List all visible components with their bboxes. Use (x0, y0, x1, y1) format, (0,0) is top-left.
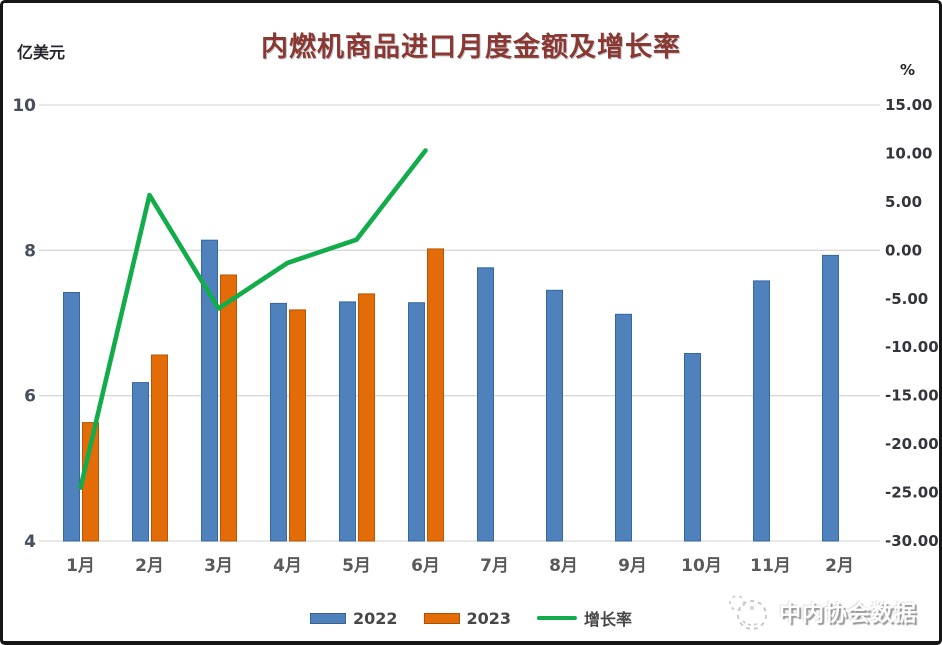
legend: 2022 2023 增长率 (309, 606, 632, 630)
combo-chart-plot: 10 8 6 4 15.00 10.00 5.00 0.00 -5.00 -10.00 -15.00… (12, 96, 939, 576)
y-axis-right-tick: -15.00 (885, 387, 939, 405)
x-axis-tick: 5月 (342, 556, 371, 576)
y-axis-right-tick: 10.00 (885, 144, 932, 162)
x-axis-tick: 1月 (66, 556, 95, 576)
watermark: 中内协会数据 (725, 591, 917, 633)
legend-label-2022: 2022 (352, 608, 398, 628)
x-axis-tick: 11月 (750, 556, 791, 576)
association-logo-icon (728, 595, 767, 630)
bar-2022-5月 (339, 301, 356, 542)
bar-2022-3月 (201, 239, 218, 542)
x-axis-tick: 10月 (681, 556, 722, 576)
bar-2023-2月 (151, 354, 168, 542)
y-axis-left-tick: 6 (24, 387, 36, 407)
y-axis-right-tick: -10.00 (885, 338, 939, 356)
chart-title: 内燃机商品进口月度金额及增长率 (261, 32, 681, 63)
bar-2022-11月 (753, 280, 770, 542)
y-axis-right-tick: 15.00 (885, 96, 932, 114)
legend-item-growth-rate: 增长率 (537, 606, 632, 630)
y-axis-right-tick: -25.00 (885, 484, 939, 502)
bar-2023-5月 (358, 293, 375, 542)
y-axis-right-tick: 5.00 (885, 193, 922, 211)
bar-2022-8月 (546, 289, 563, 542)
bar-2022-1月 (63, 292, 80, 542)
bar-2023-4月 (289, 309, 306, 542)
y-axis-right-tick: -30.00 (885, 532, 939, 550)
legend-swatch-2022-bar (309, 612, 346, 624)
bar-2023-6月 (427, 248, 444, 542)
legend-item-2022: 2022 (309, 608, 398, 628)
x-axis-tick: 9月 (618, 556, 647, 576)
watermark-text: 中内协会数据 (778, 602, 917, 627)
right-axis-unit-label: % (899, 61, 915, 79)
y-axis-right-tick: -20.00 (885, 435, 939, 453)
x-axis-tick: 7月 (480, 556, 509, 576)
bar-2022-10月 (684, 353, 701, 542)
left-axis-unit-label: 亿美元 (17, 43, 66, 62)
y-axis-left-tick: 4 (24, 532, 36, 552)
legend-label-2023: 2023 (466, 608, 512, 628)
legend-label-growth-rate: 增长率 (584, 610, 633, 629)
legend-swatch-growth-line (537, 615, 578, 621)
x-axis-tick: 8月 (549, 556, 578, 576)
x-axis-tick: 6月 (411, 556, 440, 576)
growth-rate-line (78, 148, 428, 491)
x-axis-tick: 2月 (135, 556, 164, 576)
y-axis-left-tick: 8 (24, 241, 36, 261)
legend-swatch-2023-bar (423, 612, 460, 624)
x-axis-tick: 2月 (825, 556, 854, 576)
y-axis-left-tick: 10 (12, 96, 36, 116)
bar-2023-3月 (220, 274, 237, 542)
bar-2022-9月 (615, 313, 632, 542)
legend-item-2023: 2023 (423, 609, 511, 628)
x-axis-tick: 4月 (273, 556, 302, 576)
bar-2022-2月 (822, 254, 839, 542)
y-axis-right-tick: -5.00 (885, 290, 928, 308)
y-axis-right-tick: 0.00 (885, 241, 922, 259)
bar-2022-4月 (270, 302, 287, 542)
x-axis-tick: 3月 (204, 556, 233, 576)
bar-2022-6月 (408, 302, 425, 542)
bar-2022-2月 (132, 382, 149, 542)
bar-2022-7月 (477, 267, 494, 542)
